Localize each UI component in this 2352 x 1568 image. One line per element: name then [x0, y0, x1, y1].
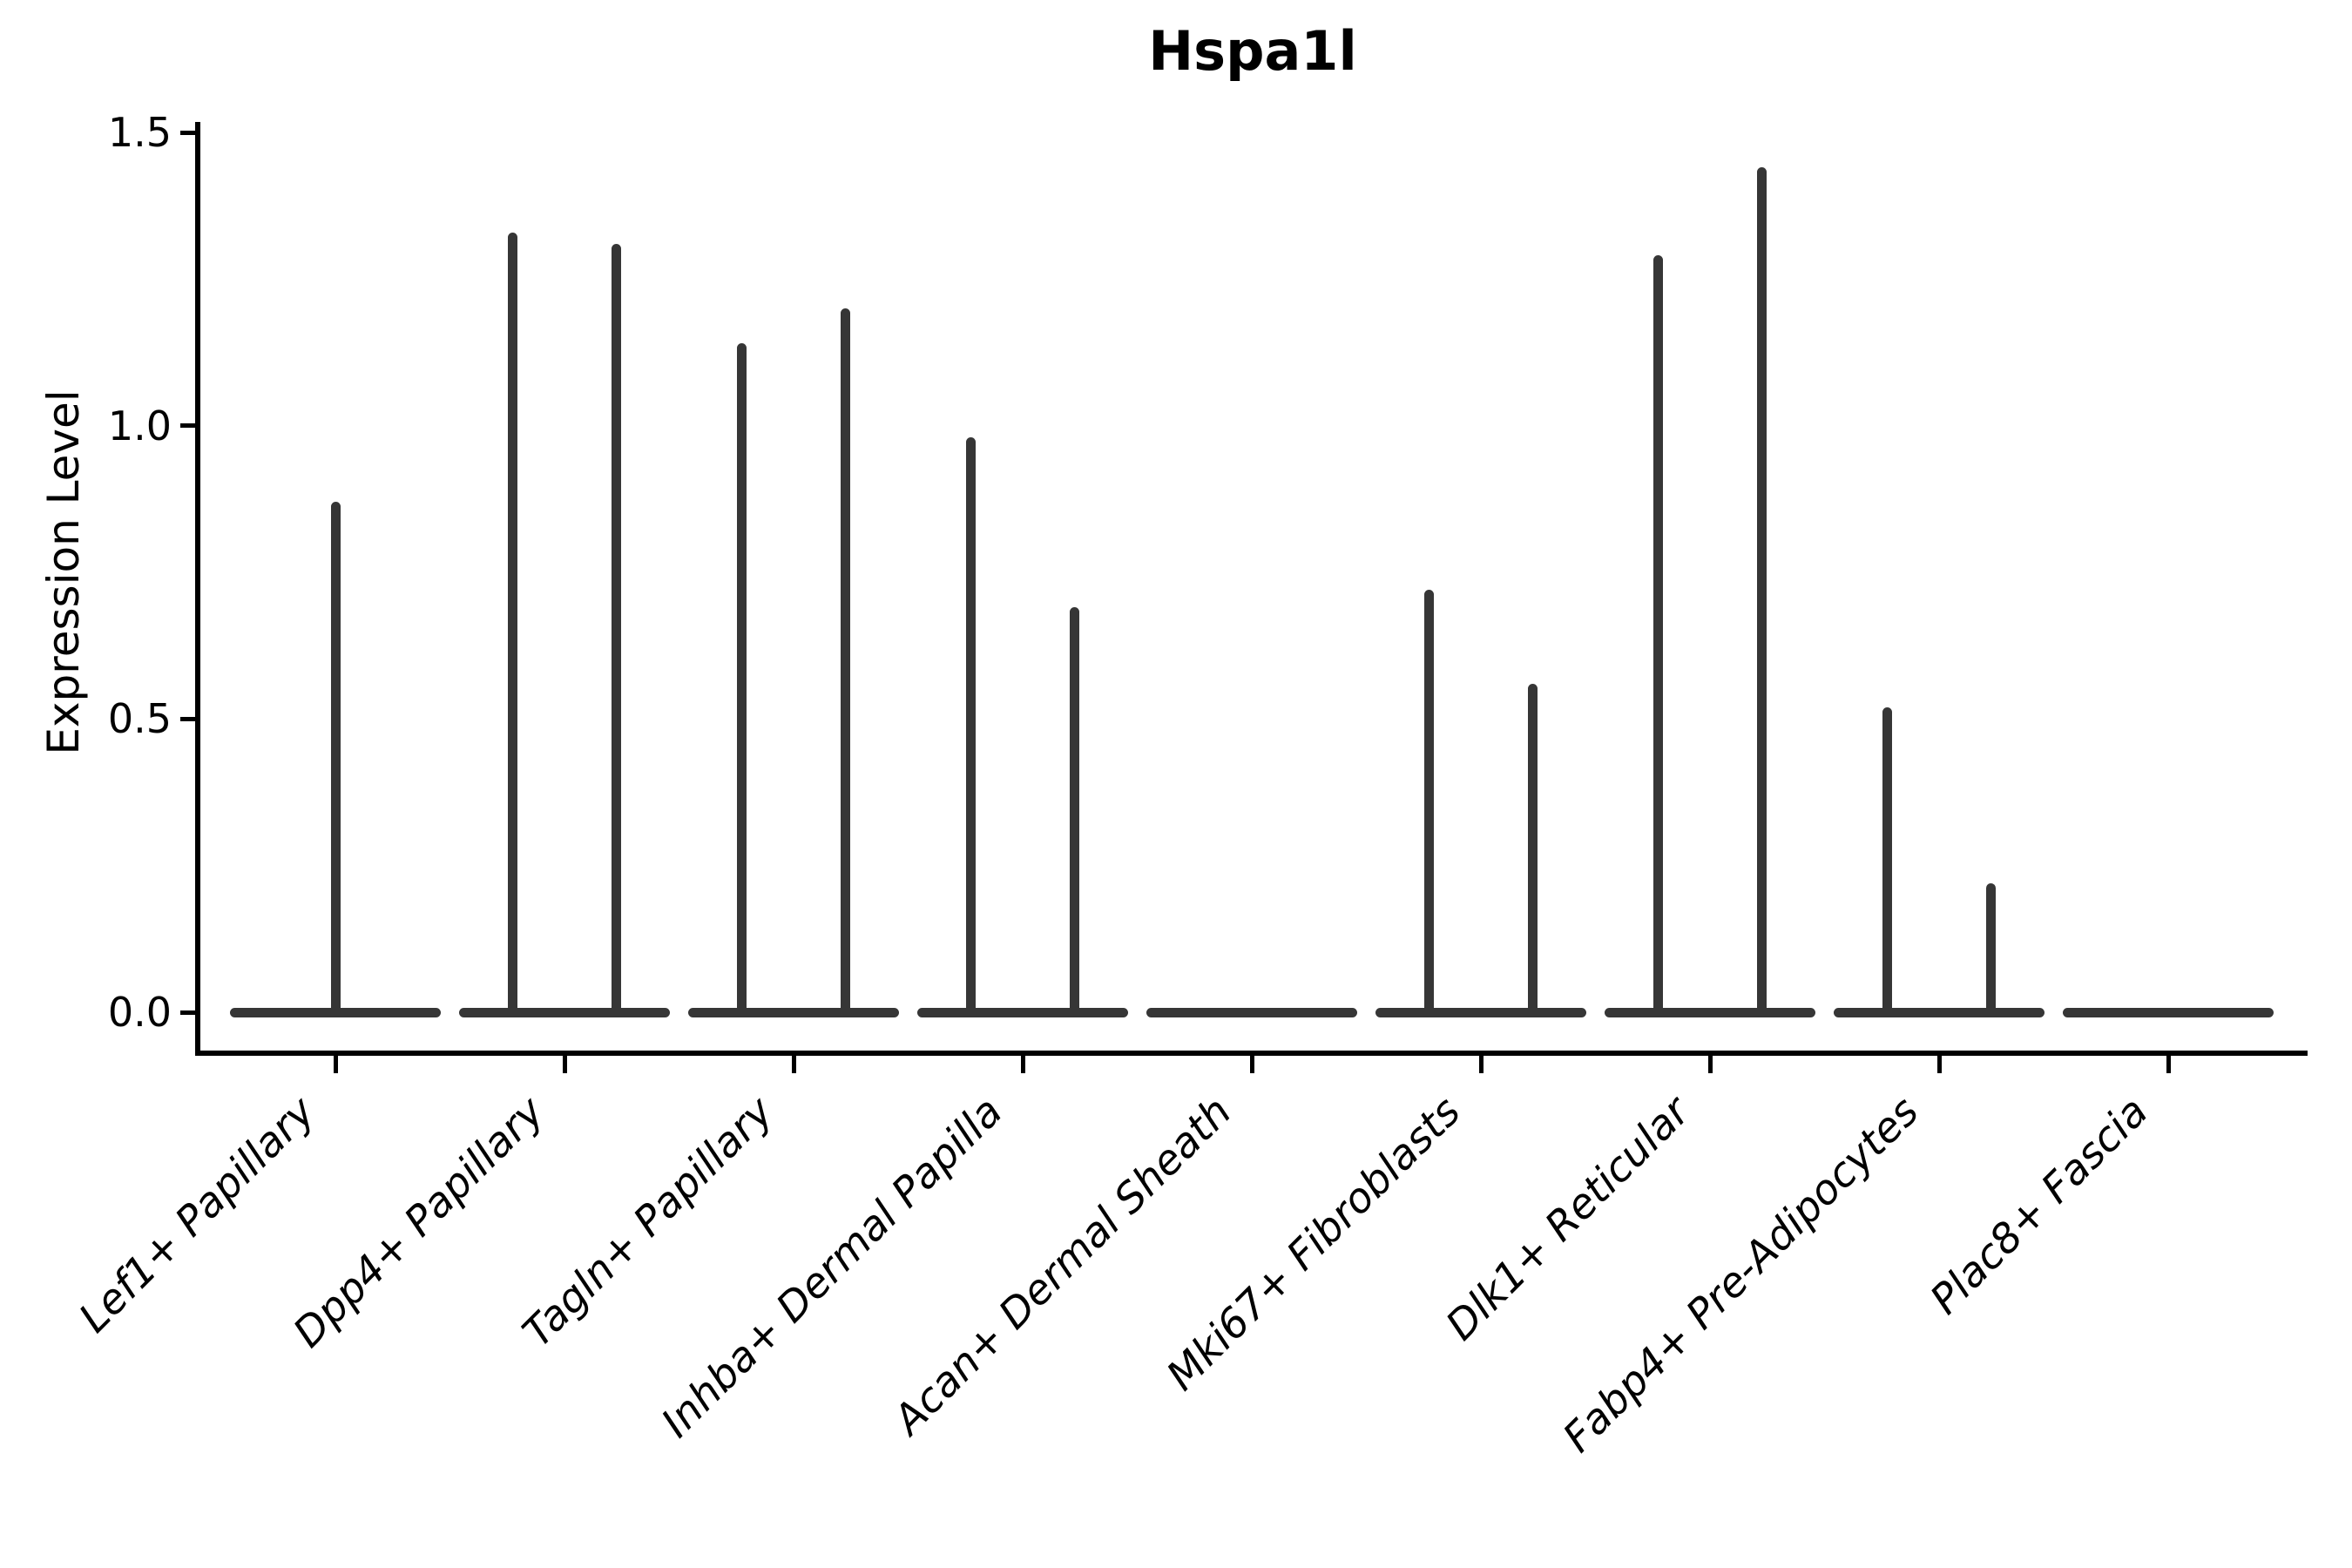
violin-base — [1146, 1007, 1357, 1017]
y-axis-spine — [195, 122, 200, 1056]
x-tick — [1020, 1056, 1025, 1073]
x-tick-label: Plac8+ Fascia — [1921, 1087, 2158, 1324]
x-tick-label: Dpp4+ Papillary — [284, 1087, 554, 1357]
violin-base — [917, 1007, 1128, 1017]
y-tick-label: 1.5 — [107, 109, 172, 157]
y-tick-label: 0.5 — [107, 695, 172, 743]
violin-spike — [1986, 882, 1996, 1017]
violin-spike — [1882, 706, 1892, 1017]
violin-spike — [1757, 167, 1767, 1017]
x-tick — [562, 1056, 567, 1073]
violin-spike — [737, 343, 747, 1017]
x-axis-spine — [195, 1051, 2308, 1056]
y-tick — [180, 130, 198, 135]
violin-spike — [1070, 607, 1079, 1017]
chart-title: Hspa1l — [1148, 19, 1357, 83]
x-tick — [333, 1056, 338, 1073]
y-tick-label: 0.0 — [107, 989, 172, 1036]
violin-base — [1605, 1007, 1815, 1017]
x-tick-label: Mki67+ Fibroblasts — [1157, 1087, 1470, 1401]
x-tick — [1936, 1056, 1942, 1073]
x-tick-label: Tagln+ Papillary — [513, 1087, 783, 1357]
y-tick — [180, 716, 198, 721]
violin-spike — [1653, 255, 1663, 1017]
x-tick — [1249, 1056, 1254, 1073]
violin-spike — [966, 437, 976, 1017]
x-tick-label: Inhba+ Dermal Papilla — [652, 1087, 1012, 1448]
violin-spike — [330, 502, 341, 1017]
violin-spike — [508, 232, 517, 1017]
y-tick — [180, 1010, 198, 1015]
violin-base — [459, 1007, 670, 1017]
violin-spike — [1528, 683, 1538, 1017]
y-tick — [180, 423, 198, 429]
violin-base — [1834, 1007, 2044, 1017]
x-tick — [1478, 1056, 1484, 1073]
violin-spike — [1424, 590, 1434, 1017]
violin-base — [688, 1007, 899, 1017]
x-tick-label: Acan+ Dermal Sheath — [884, 1087, 1241, 1444]
x-tick — [2166, 1056, 2171, 1073]
violin-spike — [841, 308, 850, 1017]
violin-base — [1375, 1007, 1586, 1017]
x-tick-label: Fabp4+ Pre-Adipocytes — [1553, 1087, 1929, 1463]
y-tick-label: 1.0 — [107, 402, 172, 449]
x-tick — [791, 1056, 796, 1073]
violin-base — [2063, 1007, 2274, 1017]
x-tick — [1707, 1056, 1713, 1073]
violin-spike — [612, 243, 621, 1017]
x-tick-label: Dlk1+ Reticular — [1436, 1087, 1700, 1350]
